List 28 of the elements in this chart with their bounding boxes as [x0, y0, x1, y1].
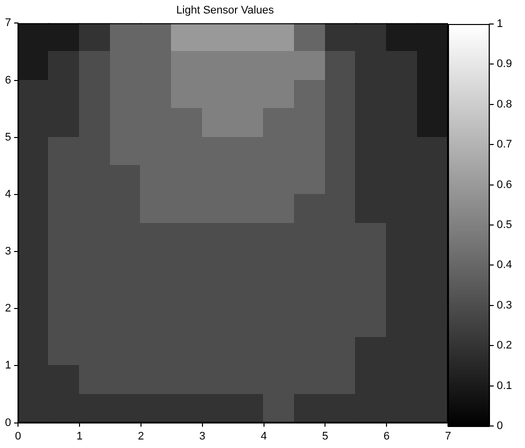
x-tick-label: 2 — [138, 430, 144, 442]
color-bar-label: 0.4 — [496, 259, 512, 272]
y-tick-label: 4 — [4, 188, 12, 200]
x-tick-label: 1 — [76, 430, 83, 442]
x-tick-label: 6 — [384, 430, 390, 442]
y-tick-label: 7 — [4, 17, 12, 30]
y-tick-label: 6 — [4, 74, 12, 86]
y-tick-label: 1 — [4, 360, 12, 372]
color-bar-label: 0 — [496, 420, 503, 432]
x-tick-label: 7 — [444, 430, 452, 442]
color-bar-label: 0.2 — [496, 340, 512, 352]
color-bar-label: 0.6 — [496, 178, 512, 191]
y-tick-label: 2 — [4, 302, 12, 315]
color-bar-label: 0.5 — [496, 219, 512, 232]
color-bar-label: 0.9 — [496, 58, 512, 70]
x-tick-label: 4 — [260, 430, 267, 442]
color-bar-label: 0.1 — [496, 380, 512, 392]
color-bar-label: 0.8 — [496, 98, 512, 110]
color-bar-label: 0.3 — [496, 299, 512, 312]
y-tick-label: 0 — [4, 416, 12, 429]
x-tick-label: 0 — [15, 430, 22, 442]
color-bar-label: 0.7 — [496, 138, 512, 151]
y-tick-label: 5 — [4, 131, 12, 144]
color-bar-label: 1 — [496, 18, 503, 30]
x-tick-label: 5 — [322, 430, 328, 442]
x-tick-label: 3 — [199, 430, 206, 442]
y-tick-label: 3 — [4, 246, 12, 258]
chart-title: Light Sensor Values — [176, 4, 274, 17]
